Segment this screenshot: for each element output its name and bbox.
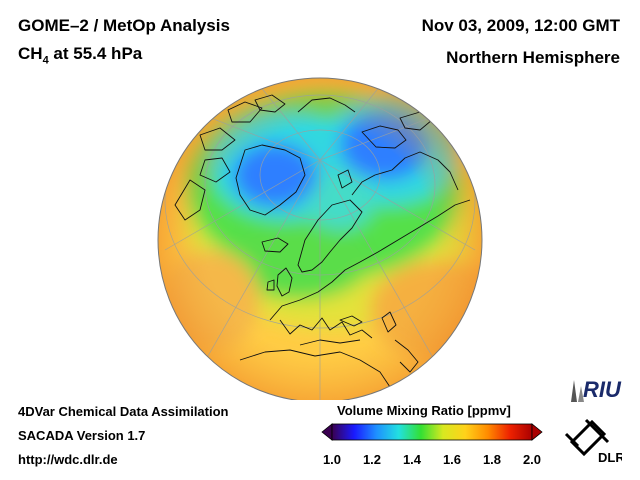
riu-tower-icon	[571, 380, 577, 402]
credit-url[interactable]: http://wdc.dlr.de	[18, 452, 118, 467]
colorbar-tick: 1.0	[322, 452, 342, 467]
colorbar-tick: 2.0	[522, 452, 542, 467]
pressure-level: at 55.4 hPa	[48, 44, 143, 63]
analysis-datetime: Nov 03, 2009, 12:00 GMT	[421, 16, 620, 35]
species-subscript: 4	[42, 54, 49, 67]
graticule	[164, 78, 476, 400]
riu-logo-text: RIU	[583, 377, 622, 402]
colorbar-title: Volume Mixing Ratio [ppmv]	[337, 403, 511, 418]
dlr-logo: DLR	[564, 418, 622, 465]
coastlines	[174, 94, 471, 391]
species-name: CH	[18, 44, 43, 63]
colorbar-tick: 1.4	[402, 452, 422, 467]
concentration-field	[158, 78, 482, 400]
dlr-logo-text: DLR	[598, 450, 622, 465]
credit-method: 4DVar Chemical Data Assimilation	[18, 404, 229, 419]
colorbar-tick: 1.2	[362, 452, 382, 467]
hemisphere-label: Northern Hemisphere	[446, 48, 620, 67]
colorbar-high-arrow	[531, 423, 543, 441]
globe-map	[157, 77, 483, 400]
colorbar	[321, 423, 543, 441]
colorbar-tick: 1.6	[442, 452, 462, 467]
credit-version: SACADA Version 1.7	[18, 428, 146, 443]
product-title: GOME–2 / MetOp Analysis	[18, 16, 230, 35]
colorbar-low-arrow	[321, 423, 333, 441]
species-level-label: CH4 at 55.4 hPa	[18, 44, 142, 66]
colorbar-tick: 1.8	[482, 452, 502, 467]
riu-logo: RIU	[571, 377, 622, 402]
colorbar-body	[331, 423, 533, 441]
